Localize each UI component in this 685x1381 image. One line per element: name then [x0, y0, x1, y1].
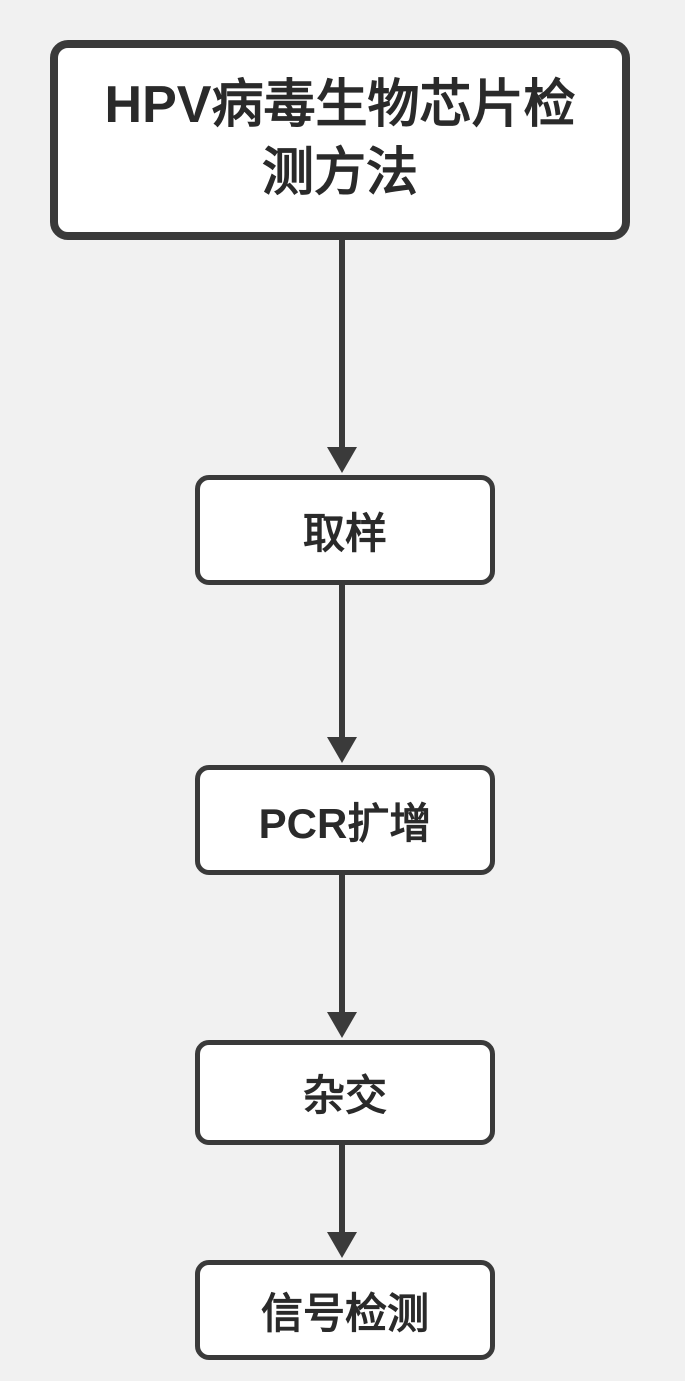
- edge-shaft: [339, 875, 345, 1016]
- node-step1-label: 取样: [303, 500, 387, 561]
- flowchart-node-title: HPV病毒生物芯片检 测方法: [50, 40, 630, 240]
- flowchart-edge-step1-step2: [327, 585, 357, 763]
- node-step3-label: 杂交: [303, 1062, 387, 1123]
- flowchart-node-step4: 信号检测: [195, 1260, 495, 1360]
- arrowhead-down-icon: [327, 1232, 357, 1258]
- arrowhead-down-icon: [327, 1012, 357, 1038]
- flowchart-canvas: HPV病毒生物芯片检 测方法 取样 PCR扩增 杂交 信号检测: [0, 0, 685, 1381]
- flowchart-node-step3: 杂交: [195, 1040, 495, 1145]
- node-step4-label: 信号检测: [261, 1280, 429, 1341]
- arrowhead-down-icon: [327, 447, 357, 473]
- flowchart-edge-step3-step4: [327, 1145, 357, 1258]
- edge-shaft: [339, 1145, 345, 1236]
- arrowhead-down-icon: [327, 737, 357, 763]
- flowchart-node-step2: PCR扩增: [195, 765, 495, 875]
- node-title-line2: 测方法: [262, 144, 418, 202]
- flowchart-node-step1: 取样: [195, 475, 495, 585]
- flowchart-edge-title-step1: [327, 240, 357, 473]
- node-title-text: HPV病毒生物芯片检 测方法: [105, 72, 576, 207]
- edge-shaft: [339, 585, 345, 741]
- flowchart-edge-step2-step3: [327, 875, 357, 1038]
- node-step2-label: PCR扩增: [259, 790, 432, 851]
- node-title-line1: HPV病毒生物芯片检: [105, 76, 576, 134]
- edge-shaft: [339, 240, 345, 451]
